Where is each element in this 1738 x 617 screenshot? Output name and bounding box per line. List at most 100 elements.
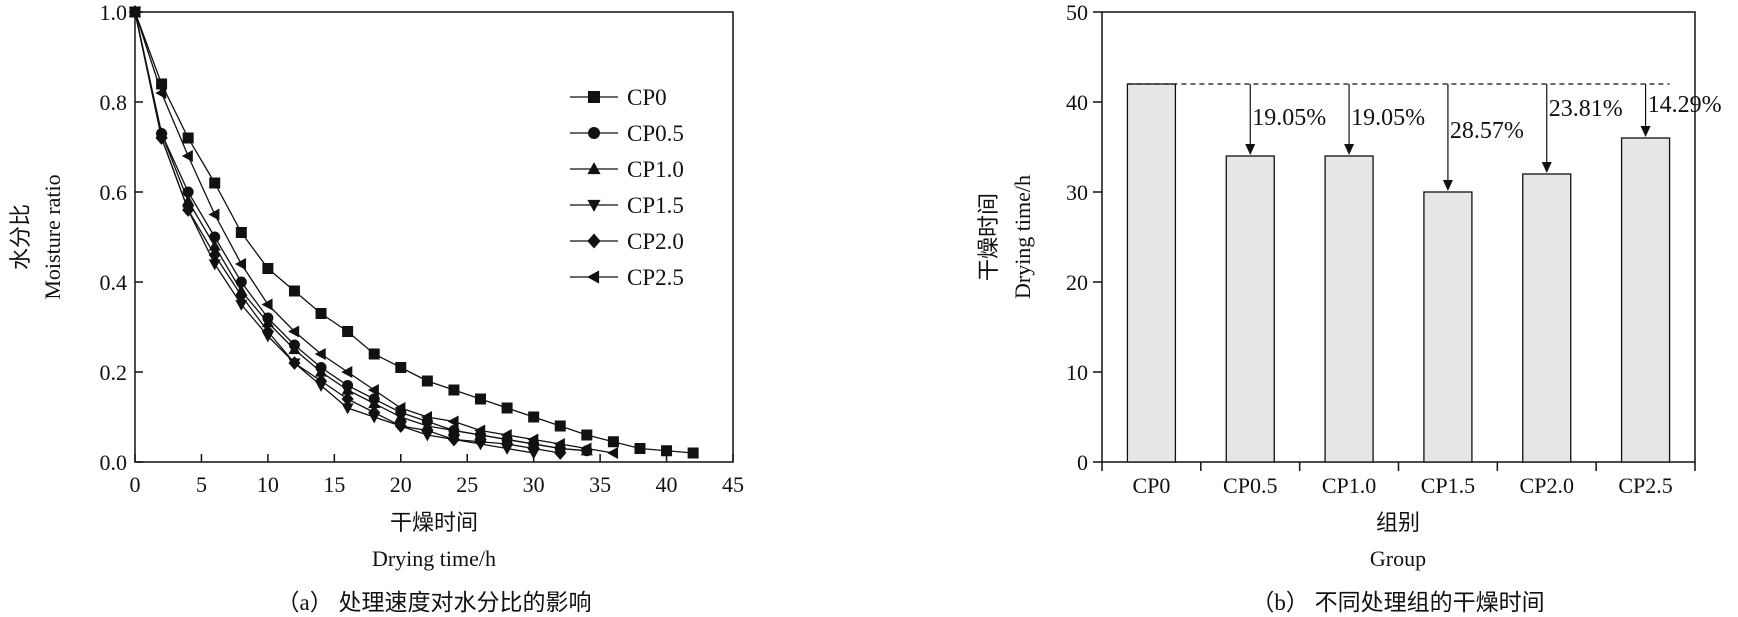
- chart-a-point: [368, 397, 381, 409]
- chart-a-point: [474, 434, 487, 449]
- chart-b-xtick-label: CP1.0: [1322, 473, 1376, 498]
- chart-a-line: [134, 11, 534, 454]
- chart-a-point: [261, 316, 274, 328]
- chart-a-point: [580, 442, 592, 455]
- chart-a-legend-marker: [588, 91, 600, 103]
- chart-b-bar-CP1.0: [1324, 155, 1374, 463]
- chart-a-legend-label: CP2.0: [627, 229, 684, 254]
- chart-a-legend-marker: [587, 270, 600, 284]
- chart-a-point: [447, 432, 460, 447]
- chart-a-point: [501, 402, 513, 414]
- chart-a-point: [581, 429, 593, 441]
- chart-a-point: [261, 298, 273, 311]
- chart-b-ytick-label: 10: [1066, 360, 1088, 385]
- chart-a-point: [208, 239, 221, 251]
- chart-a-point: [554, 446, 567, 460]
- chart-a-ylabel-en: Moisture ratio: [40, 174, 65, 299]
- chart-a-legend-marker: [587, 162, 601, 175]
- chart-a-ytick-label: 0.2: [100, 360, 128, 385]
- chart-a-point: [314, 347, 326, 361]
- chart-b-annotation-label: 23.81%: [1549, 96, 1623, 122]
- chart-b-annotation-label: 19.05%: [1351, 105, 1425, 131]
- chart-a-point: [261, 324, 274, 339]
- chart-a-point: [447, 415, 459, 428]
- chart-a-point: [341, 365, 353, 379]
- chart-b-ytick-label: 40: [1066, 90, 1088, 115]
- chart-b-xtick-label: CP2.5: [1618, 473, 1672, 498]
- chart-a-point: [421, 410, 433, 424]
- chart-a-point: [288, 325, 300, 338]
- chart-a-point: [368, 405, 381, 420]
- chart-a-legend-label: CP2.5: [627, 265, 684, 290]
- chart-b-annotation-label: 14.29%: [1648, 92, 1722, 118]
- chart-a-line: [134, 11, 587, 452]
- chart-b-xlabel-en: Group: [1370, 546, 1426, 571]
- chart-a-point: [394, 410, 407, 422]
- chart-a-point: [500, 428, 512, 442]
- chart-a-point: [288, 343, 301, 355]
- chart-a-point: [661, 445, 673, 457]
- chart-a-xtick-label: 10: [257, 472, 279, 497]
- chart-b-bar-CP2.0: [1522, 173, 1572, 463]
- chart-a-point: [474, 424, 486, 437]
- chart-a-ytick-label: 0.8: [100, 90, 128, 115]
- chart-a-y-ticks: 0.0 0.2 0.4 0.6 0.8 1.0: [100, 0, 143, 475]
- chart-a-legend-marker: [588, 127, 600, 139]
- chart-a-line: [134, 11, 694, 454]
- chart-a-point: [182, 132, 194, 144]
- chart-a-xtick-label: 15: [323, 472, 345, 497]
- chart-a-point: [341, 403, 354, 415]
- chart-a-series-CP2.5: [128, 5, 619, 460]
- chart-a-point: [368, 348, 380, 360]
- chart-a-point: [447, 424, 460, 436]
- chart-b-annotation-label: 19.05%: [1252, 105, 1326, 131]
- chart-b-bar-CP0.5: [1225, 155, 1275, 463]
- chart-a-point: [421, 423, 434, 438]
- chart-a-point: [474, 428, 487, 440]
- chart-a-point: [314, 374, 328, 388]
- chart-a-point: [315, 308, 327, 319]
- chart-a-point: [235, 276, 247, 288]
- chart-a-point: [553, 437, 565, 451]
- chart-a-legend-label: CP1.5: [627, 193, 684, 218]
- chart-b-xlabel-cn: 组别: [1376, 510, 1420, 535]
- chart-b-ytick-label: 20: [1066, 270, 1088, 295]
- chart-a-point: [208, 208, 220, 221]
- chart-a-xtick-label: 45: [722, 472, 744, 497]
- chart-a-point: [155, 131, 168, 145]
- chart-a-point: [208, 248, 221, 262]
- chart-a-point: [367, 383, 379, 397]
- chart-a-series-CP2.0: [128, 5, 567, 460]
- chart-b-ylabel-en: Drying time/h: [1010, 175, 1035, 299]
- chart-a-xtick-label: 40: [656, 472, 678, 497]
- chart-a-point: [235, 299, 248, 311]
- chart-a-point: [209, 177, 221, 189]
- chart-a-point: [235, 227, 247, 238]
- chart-a-point: [341, 392, 354, 406]
- chart-a-point: [607, 436, 619, 448]
- chart-a-plot-frame: [134, 11, 734, 463]
- chart-a-ytick-label: 1.0: [100, 0, 128, 25]
- chart-a-legend-label: CP1.0: [627, 157, 684, 182]
- chart-b-ylabel-cn: 干燥时间: [976, 193, 1001, 281]
- chart-b-bars: CP0 CP0.5 CP1.0 CP1.5 CP2.0 CP2.5: [1101, 83, 1696, 498]
- chart-a-point: [527, 441, 540, 456]
- chart-a-legend: CP0 CP0.5 CP1.0 CP1.5 CP2.0 CP2.5: [570, 85, 684, 290]
- chart-a-point: [288, 285, 300, 297]
- chart-b-bar-CP1.5: [1423, 191, 1473, 463]
- chart-a-xlabel-en: Drying time/h: [372, 546, 496, 571]
- chart-a-point: [634, 443, 646, 454]
- chart-a-xtick-label: 5: [196, 472, 207, 497]
- chart-a-xtick-label: 30: [523, 472, 545, 497]
- chart-a-ytick-label: 0.4: [100, 270, 128, 295]
- chart-a-point: [342, 326, 354, 337]
- chart-a-xlabel-cn: 干燥时间: [390, 510, 478, 535]
- chart-a-series: [128, 5, 699, 460]
- chart-b-bar-CP0: [1126, 83, 1177, 463]
- chart-a-series-CP0: [129, 6, 699, 459]
- chart-a-xtick-label: 35: [589, 472, 611, 497]
- chart-b-ytick-label: 50: [1066, 0, 1088, 25]
- chart-b-xtick-label: CP1.5: [1421, 473, 1475, 498]
- chart-a-point: [475, 393, 487, 405]
